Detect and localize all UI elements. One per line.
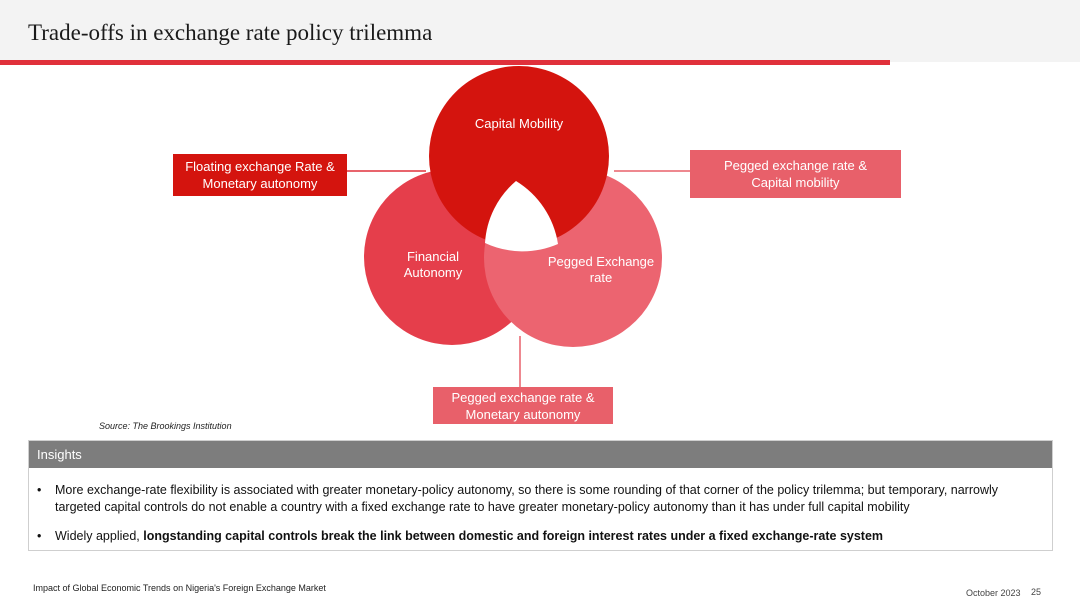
insights-panel: Insights • More exchange-rate flexibilit…: [28, 440, 1053, 551]
insight-bullet-2: • Widely applied, longstanding capital c…: [37, 528, 1037, 545]
callout-left-line2: Monetary autonomy: [202, 176, 318, 191]
bullet-dot: •: [37, 529, 42, 543]
insight-bullet-2-bold: longstanding capital controls break the …: [143, 529, 884, 543]
source-note: Source: The Brookings Institution: [99, 421, 232, 431]
label-financial-autonomy-line2: Autonomy: [404, 265, 463, 280]
circle-capital-mobility: [429, 66, 609, 246]
callout-right-line2: Capital mobility: [751, 175, 840, 190]
title-accent-rule: [0, 60, 890, 65]
callout-bottom-line1: Pegged exchange rate &: [451, 389, 595, 405]
callout-floating-monetary: Floating exchange Rate & Monetary autono…: [173, 154, 347, 196]
insight-bullet-1-text: More exchange-rate flexibility is associ…: [55, 483, 999, 514]
insight-bullet-2-prefix: Widely applied,: [55, 529, 144, 543]
footer-date: October 2023: [966, 588, 1021, 598]
header-band: [0, 0, 1080, 62]
label-financial-autonomy-line1: Financial: [407, 249, 459, 264]
footer-report-title: Impact of Global Economic Trends on Nige…: [33, 583, 326, 593]
callout-right-line1: Pegged exchange rate &: [723, 158, 868, 173]
insights-heading: Insights: [29, 441, 1052, 468]
center-intersection: [485, 181, 558, 252]
callout-bottom-line2: Monetary autonomy: [465, 406, 581, 422]
callout-left-line1: Floating exchange Rate &: [185, 159, 335, 174]
label-pegged-exchange-line2: rate: [590, 270, 612, 285]
page-title: Trade-offs in exchange rate policy trile…: [28, 20, 433, 45]
label-pegged-exchange-line1: Pegged Exchange: [548, 254, 654, 269]
bullet-dot: •: [37, 483, 42, 497]
page-number: 25: [1031, 587, 1042, 597]
callout-pegged-monetary: Pegged exchange rate & Monetary autonomy: [433, 387, 613, 424]
label-capital-mobility: Capital Mobility: [475, 116, 564, 131]
callout-pegged-capital: Pegged exchange rate & Capital mobility: [690, 150, 901, 198]
insight-bullet-1: • More exchange-rate flexibility is asso…: [37, 482, 1037, 516]
